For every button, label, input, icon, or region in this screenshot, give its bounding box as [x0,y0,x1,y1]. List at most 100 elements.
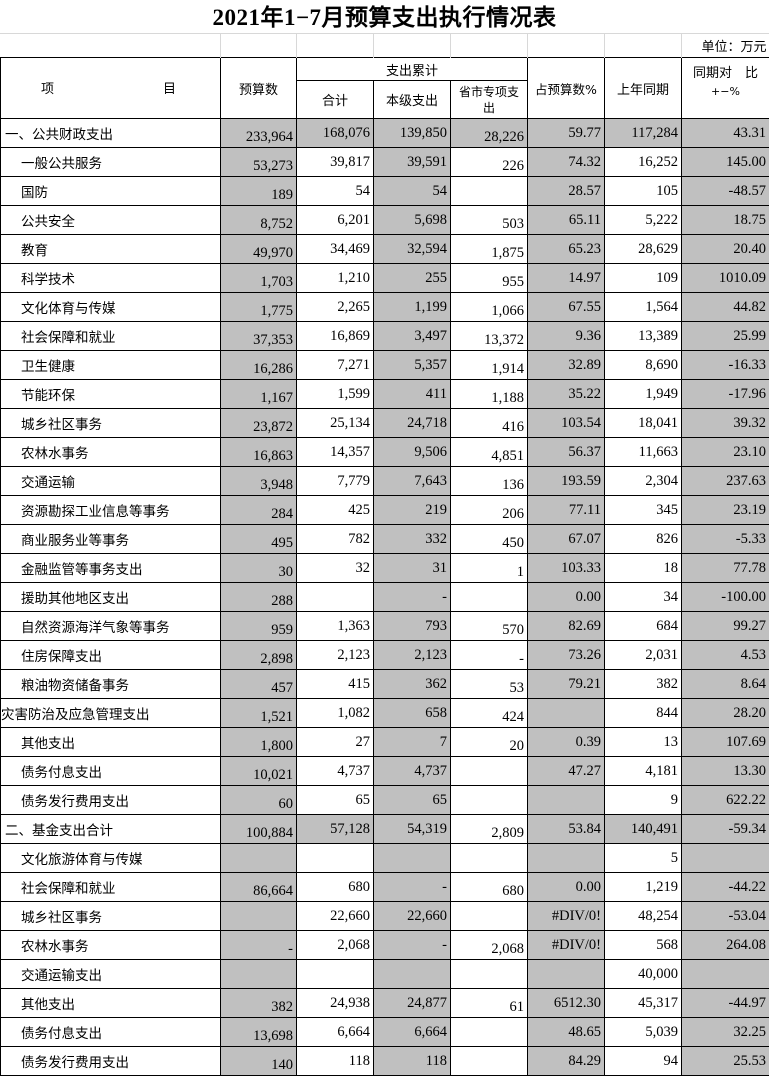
cell-prov[interactable]: 20 [451,728,528,757]
row-item-label[interactable]: 债务付息支出 [1,757,221,786]
row-item-label[interactable]: 社会保障和就业 [1,322,221,351]
cell-own[interactable]: 54,319 [374,815,451,844]
row-item-label[interactable]: 交通运输支出 [1,960,221,989]
cell-own[interactable]: - [374,583,451,612]
row-item-label[interactable]: 灾害防治及应急管理支出 [1,699,221,728]
cell-own[interactable] [374,960,451,989]
cell-total[interactable]: 39,817 [297,148,374,177]
cell-last[interactable]: 8,690 [605,351,682,380]
row-item-label[interactable]: 其他支出 [1,989,221,1018]
cell-own[interactable]: - [374,931,451,960]
cell-total[interactable]: 782 [297,525,374,554]
cell-yoy[interactable]: 23.10 [682,438,769,467]
cell-total[interactable] [297,844,374,873]
cell-prov[interactable] [451,1047,528,1076]
row-item-label[interactable]: 文化旅游体育与传媒 [1,844,221,873]
cell-pct[interactable]: 53.84 [528,815,605,844]
row-item-label[interactable]: 城乡社区事务 [1,902,221,931]
cell-own[interactable]: 9,506 [374,438,451,467]
row-item-label[interactable]: 自然资源海洋气象等事务 [1,612,221,641]
row-item-label[interactable]: 城乡社区事务 [1,409,221,438]
cell-budget[interactable]: 100,884 [221,815,297,844]
cell-total[interactable]: 415 [297,670,374,699]
row-item-label[interactable]: 二、基金支出合计 [1,815,221,844]
cell-prov[interactable]: 1 [451,554,528,583]
cell-own[interactable]: 24,718 [374,409,451,438]
row-item-label[interactable]: 援助其他地区支出 [1,583,221,612]
cell-total[interactable]: 1,082 [297,699,374,728]
row-item-label[interactable]: 住房保障支出 [1,641,221,670]
cell-budget[interactable] [221,844,297,873]
row-item-label[interactable]: 一、公共财政支出 [1,119,221,148]
row-item-label[interactable]: 农林水事务 [1,931,221,960]
cell-pct[interactable]: 65.11 [528,206,605,235]
cell-budget[interactable]: 13,698 [221,1018,297,1047]
cell-prov[interactable] [451,844,528,873]
cell-prov[interactable]: 226 [451,148,528,177]
cell-prov[interactable] [451,960,528,989]
cell-yoy[interactable]: 44.82 [682,293,769,322]
cell-budget[interactable]: 284 [221,496,297,525]
cell-budget[interactable]: 457 [221,670,297,699]
row-item-label[interactable]: 公共安全 [1,206,221,235]
cell-budget[interactable]: 1,800 [221,728,297,757]
cell-yoy[interactable]: 237.63 [682,467,769,496]
row-item-label[interactable]: 商业服务业等事务 [1,525,221,554]
cell-own[interactable]: 658 [374,699,451,728]
cell-last[interactable]: 2,031 [605,641,682,670]
cell-budget[interactable]: 16,863 [221,438,297,467]
cell-total[interactable]: 6,201 [297,206,374,235]
cell-total[interactable]: 32 [297,554,374,583]
cell-yoy[interactable]: 8.64 [682,670,769,699]
cell-last[interactable]: 94 [605,1047,682,1076]
cell-pct[interactable]: #DIV/0! [528,931,605,960]
cell-total[interactable]: 57,128 [297,815,374,844]
cell-yoy[interactable]: 25.99 [682,322,769,351]
cell-last[interactable]: 1,564 [605,293,682,322]
cell-pct[interactable]: 47.27 [528,757,605,786]
cell-total[interactable]: 1,363 [297,612,374,641]
cell-budget[interactable]: 10,021 [221,757,297,786]
cell-yoy[interactable]: -48.57 [682,177,769,206]
cell-own[interactable]: 65 [374,786,451,815]
cell-budget[interactable]: - [221,931,297,960]
cell-prov[interactable]: - [451,641,528,670]
row-item-label[interactable]: 其他支出 [1,728,221,757]
cell-prov[interactable] [451,786,528,815]
cell-own[interactable]: 2,123 [374,641,451,670]
cell-total[interactable]: 14,357 [297,438,374,467]
cell-yoy[interactable]: 32.25 [682,1018,769,1047]
cell-total[interactable]: 2,123 [297,641,374,670]
cell-own[interactable]: 39,591 [374,148,451,177]
cell-pct[interactable]: 73.26 [528,641,605,670]
cell-budget[interactable]: 288 [221,583,297,612]
cell-own[interactable]: 3,497 [374,322,451,351]
cell-pct[interactable]: 103.54 [528,409,605,438]
cell-yoy[interactable]: 107.69 [682,728,769,757]
cell-last[interactable]: 105 [605,177,682,206]
cell-budget[interactable]: 1,703 [221,264,297,293]
cell-own[interactable]: 32,594 [374,235,451,264]
cell-pct[interactable]: 56.37 [528,438,605,467]
cell-pct[interactable]: 67.07 [528,525,605,554]
cell-yoy[interactable]: -100.00 [682,583,769,612]
cell-prov[interactable]: 424 [451,699,528,728]
cell-yoy[interactable]: 4.53 [682,641,769,670]
cell-prov[interactable]: 416 [451,409,528,438]
cell-own[interactable]: 793 [374,612,451,641]
cell-total[interactable]: 24,938 [297,989,374,1018]
cell-own[interactable]: 5,698 [374,206,451,235]
row-item-label[interactable]: 资源勘探工业信息等事务 [1,496,221,525]
cell-prov[interactable]: 136 [451,467,528,496]
cell-prov[interactable]: 2,068 [451,931,528,960]
cell-budget[interactable] [221,960,297,989]
cell-prov[interactable]: 1,875 [451,235,528,264]
cell-budget[interactable]: 233,964 [221,119,297,148]
cell-budget[interactable]: 1,775 [221,293,297,322]
row-item-label[interactable]: 教育 [1,235,221,264]
cell-budget[interactable]: 189 [221,177,297,206]
cell-pct[interactable]: 14.97 [528,264,605,293]
cell-total[interactable]: 22,660 [297,902,374,931]
cell-last[interactable]: 5,222 [605,206,682,235]
cell-budget[interactable]: 959 [221,612,297,641]
